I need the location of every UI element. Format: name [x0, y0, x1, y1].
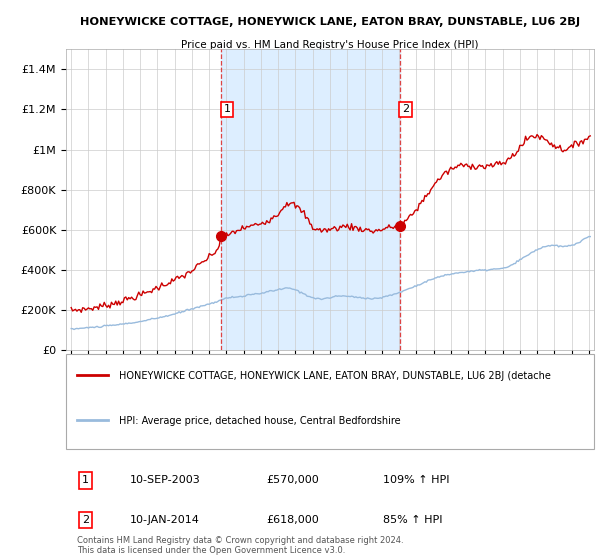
Text: Price paid vs. HM Land Registry's House Price Index (HPI): Price paid vs. HM Land Registry's House … — [181, 40, 479, 50]
Text: 10-SEP-2003: 10-SEP-2003 — [130, 475, 200, 486]
Text: 85% ↑ HPI: 85% ↑ HPI — [383, 515, 442, 525]
Text: 2: 2 — [82, 515, 89, 525]
Text: HPI: Average price, detached house, Central Bedfordshire: HPI: Average price, detached house, Cent… — [119, 416, 400, 426]
Text: HONEYWICKE COTTAGE, HONEYWICK LANE, EATON BRAY, DUNSTABLE, LU6 2BJ: HONEYWICKE COTTAGE, HONEYWICK LANE, EATO… — [80, 17, 580, 27]
Text: Contains HM Land Registry data © Crown copyright and database right 2024.
This d: Contains HM Land Registry data © Crown c… — [77, 536, 403, 555]
Text: 109% ↑ HPI: 109% ↑ HPI — [383, 475, 449, 486]
Text: £570,000: £570,000 — [266, 475, 319, 486]
Text: 1: 1 — [224, 105, 231, 114]
Text: 2: 2 — [402, 105, 409, 114]
Text: 10-JAN-2014: 10-JAN-2014 — [130, 515, 199, 525]
Bar — [221, 49, 400, 350]
Text: HONEYWICKE COTTAGE, HONEYWICK LANE, EATON BRAY, DUNSTABLE, LU6 2BJ (detache: HONEYWICKE COTTAGE, HONEYWICK LANE, EATO… — [119, 371, 551, 381]
Text: 1: 1 — [82, 475, 89, 486]
FancyBboxPatch shape — [66, 354, 594, 449]
Text: £618,000: £618,000 — [266, 515, 319, 525]
